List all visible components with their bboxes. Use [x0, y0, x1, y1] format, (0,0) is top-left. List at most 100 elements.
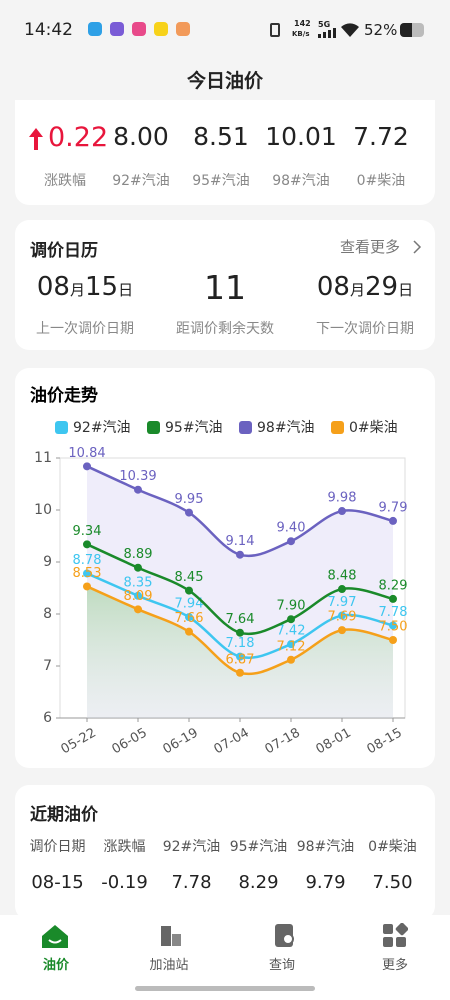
point	[134, 485, 142, 494]
data-label: 8.29	[379, 578, 408, 593]
nav-icon	[42, 925, 68, 948]
chevron	[413, 240, 422, 254]
point	[338, 611, 346, 620]
data-label: 9.14	[226, 534, 255, 549]
time: 14:42	[24, 20, 73, 40]
point	[83, 462, 91, 471]
legend-label: 0#柴油	[349, 420, 398, 436]
nav-icon	[383, 923, 408, 947]
date-part: 月	[349, 281, 365, 299]
col-header: 98#汽油	[296, 839, 355, 855]
nav-label[interactable]: 油价	[42, 958, 69, 973]
price-label: 98#汽油	[272, 173, 330, 189]
days-left: 11	[204, 268, 246, 307]
point	[287, 655, 295, 664]
point	[236, 628, 244, 637]
col-header: 92#汽油	[162, 839, 221, 855]
cell: 7.50	[372, 872, 413, 893]
data-label: 8.09	[124, 589, 153, 604]
point	[134, 591, 142, 600]
area	[87, 586, 393, 718]
point	[236, 652, 244, 661]
cell: 9.79	[305, 872, 346, 893]
point	[287, 615, 295, 624]
card-title: 近期油价	[30, 805, 98, 825]
data-label: 8.53	[73, 566, 102, 581]
legend-label: 98#汽油	[257, 420, 315, 436]
data-label: 7.18	[226, 636, 255, 651]
date-part: 日	[118, 281, 134, 299]
app-icon	[132, 22, 146, 36]
point	[287, 640, 295, 649]
data-label: 7.69	[328, 610, 357, 625]
y-tick-label: 7	[43, 658, 52, 674]
point	[389, 621, 397, 630]
point	[83, 582, 91, 591]
date-part: 29	[365, 272, 399, 302]
app-icon	[88, 22, 102, 36]
data-label: 6.87	[226, 652, 255, 667]
data-label: 7.12	[277, 639, 306, 654]
top-area	[0, 0, 450, 100]
point	[287, 537, 295, 546]
point	[389, 636, 397, 644]
next-date: 08月29日	[295, 272, 435, 302]
nav-label[interactable]: 更多	[381, 958, 408, 973]
point	[236, 668, 244, 677]
col-header: 调价日期	[29, 839, 86, 855]
battery	[400, 23, 424, 37]
data-label: 9.40	[277, 521, 306, 536]
point	[185, 627, 193, 636]
y-tick-label: 9	[43, 554, 52, 570]
data-label: 8.89	[124, 547, 153, 562]
col-header: 涨跌幅	[103, 839, 146, 855]
point	[338, 626, 346, 635]
x-tick-label: 08-15	[365, 726, 405, 758]
legend-label: 92#汽油	[73, 420, 131, 436]
x-tick-label: 06-05	[110, 726, 150, 758]
nav-icon	[161, 926, 181, 946]
data-label: 7.64	[226, 612, 255, 627]
data-label: 10.84	[68, 446, 105, 461]
price: 10.01	[265, 122, 337, 151]
nav-label[interactable]: 加油站	[149, 958, 189, 973]
data-label: 9.79	[379, 500, 408, 515]
data-label: 7.42	[277, 624, 306, 639]
more-link[interactable]: 查看更多	[340, 238, 401, 256]
date-part: 15	[85, 272, 119, 302]
price-label: 0#柴油	[356, 173, 406, 189]
app-icon	[110, 22, 124, 36]
label: 上一次调价日期	[36, 321, 134, 337]
data-label: 7.50	[379, 620, 408, 635]
data-label: 9.98	[328, 491, 357, 506]
data-label: 7.78	[379, 605, 408, 620]
data-label: 7.94	[175, 597, 204, 612]
point	[389, 594, 397, 603]
change-value: 0.22	[48, 122, 109, 153]
legend-swatch	[331, 421, 344, 434]
date-part: 月	[69, 281, 85, 299]
net-speed: 142	[294, 19, 311, 28]
date-part: 日	[398, 281, 414, 299]
legend-label: 95#汽油	[165, 420, 223, 436]
label: 距调价剩余天数	[176, 321, 274, 337]
point	[83, 569, 91, 578]
y-tick-label: 6	[43, 710, 52, 726]
x-tick-label: 07-18	[263, 726, 303, 758]
nav-icon	[275, 924, 294, 947]
net-unit: KB/s	[292, 30, 310, 38]
data-label: 8.78	[73, 553, 102, 568]
data-label: 7.66	[175, 611, 204, 626]
price-label: 95#汽油	[192, 173, 250, 189]
x-tick-label: 07-04	[212, 726, 252, 758]
nav-label[interactable]: 查询	[268, 958, 295, 973]
battery-text: 52%	[364, 21, 398, 39]
legend-swatch	[55, 421, 68, 434]
y-tick-label: 11	[34, 450, 52, 466]
price-label: 涨跌幅	[44, 173, 86, 189]
price: 8.00	[113, 122, 169, 151]
y-tick-label: 10	[34, 502, 52, 518]
price: 7.72	[353, 122, 409, 151]
point	[134, 605, 142, 614]
